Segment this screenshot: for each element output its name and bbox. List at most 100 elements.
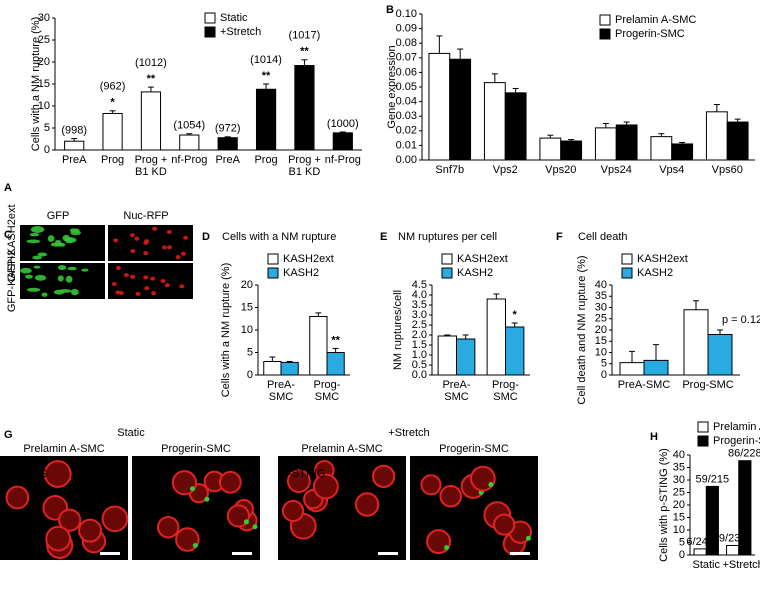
legend-label: +Stretch bbox=[220, 26, 261, 38]
y-tick-label: 4.5 bbox=[412, 279, 427, 291]
panel-letter: C bbox=[4, 229, 12, 241]
nucleus bbox=[45, 525, 72, 552]
bar bbox=[332, 132, 353, 151]
cell bbox=[57, 265, 67, 271]
legend-swatch bbox=[204, 12, 216, 24]
x-tick-label: Prog-SMC bbox=[313, 379, 341, 403]
y-tick-label: 15 bbox=[673, 511, 685, 523]
y-tick-label: 0.07 bbox=[396, 52, 417, 64]
x-tick-label: Vps2 bbox=[492, 164, 518, 176]
x-tick-label: nf-Prog bbox=[171, 154, 208, 166]
significance: * bbox=[110, 97, 115, 109]
y-tick-label: 0 bbox=[44, 144, 50, 156]
legend-label: KASH2ext bbox=[283, 253, 334, 265]
cell bbox=[144, 286, 150, 291]
micrograph bbox=[108, 225, 193, 261]
bar bbox=[726, 121, 749, 161]
significance: ** bbox=[300, 46, 309, 58]
cell bbox=[123, 273, 129, 278]
nucleus bbox=[439, 484, 462, 508]
cell bbox=[27, 287, 41, 292]
cell bbox=[152, 226, 158, 231]
group-title: +Stretch bbox=[388, 427, 429, 439]
nucleus bbox=[218, 470, 242, 494]
y-tick-label: 35 bbox=[595, 290, 607, 302]
column-label: Nuc-RFP bbox=[123, 210, 168, 222]
x-tick-label: nf-Prog bbox=[324, 154, 361, 166]
bar bbox=[326, 352, 345, 376]
cell bbox=[32, 255, 42, 260]
y-tick-label: 10 bbox=[673, 524, 685, 536]
cell bbox=[130, 248, 136, 253]
column-label: Progerin-SMC bbox=[161, 443, 231, 455]
nucleus bbox=[101, 505, 129, 533]
legend-swatch bbox=[267, 267, 279, 279]
row-label: GFP-KASH2 bbox=[6, 250, 18, 312]
legend-swatch bbox=[621, 253, 633, 265]
y-tick-label: 20 bbox=[673, 499, 685, 511]
bar bbox=[449, 58, 472, 161]
bar bbox=[705, 485, 719, 556]
y-tick-label: 20 bbox=[595, 324, 607, 336]
y-tick-label: 3.0 bbox=[412, 309, 427, 321]
y-tick-label: 0 bbox=[679, 549, 685, 561]
y-tick-label: 30 bbox=[595, 301, 607, 313]
nucleus bbox=[58, 508, 82, 532]
cell bbox=[134, 236, 140, 241]
x-tick-label: Prog-SMC bbox=[682, 379, 734, 391]
cell bbox=[25, 274, 33, 279]
cell bbox=[64, 237, 77, 243]
y-tick-label: 0.08 bbox=[396, 37, 417, 49]
nucleus bbox=[312, 473, 339, 500]
value-label: 86/228 bbox=[728, 448, 760, 460]
nucleus bbox=[43, 460, 72, 488]
legend-label: Prelamin A-SMC bbox=[615, 14, 696, 26]
scale-bar bbox=[510, 552, 530, 555]
legend-label: KASH2 bbox=[283, 267, 319, 279]
scale-bar bbox=[100, 552, 120, 555]
x-tick-label: PreA-SMC bbox=[266, 379, 296, 403]
cell bbox=[175, 255, 181, 260]
bar bbox=[560, 140, 583, 161]
bar bbox=[456, 338, 476, 376]
cell bbox=[150, 276, 156, 281]
y-axis-label: Cells with a NM rupture (%) bbox=[30, 17, 42, 151]
cell bbox=[118, 290, 124, 295]
y-tick-label: 25 bbox=[595, 313, 607, 325]
cell bbox=[164, 283, 170, 288]
y-tick-label: 0.00 bbox=[396, 154, 417, 166]
bar bbox=[505, 326, 525, 376]
y-tick-label: 0 bbox=[601, 369, 607, 381]
row-label: GFP-KASH2ext bbox=[6, 204, 18, 281]
bar bbox=[428, 52, 451, 161]
legend-swatch bbox=[599, 28, 611, 40]
y-tick-label: 5 bbox=[601, 358, 607, 370]
nucleus bbox=[226, 504, 250, 528]
cell bbox=[67, 266, 77, 271]
significance: ** bbox=[331, 334, 340, 346]
y-tick-label: 25 bbox=[38, 34, 50, 46]
stain-label: p-STING bbox=[4, 468, 47, 480]
y-tick-label: 0.10 bbox=[396, 8, 417, 20]
cell bbox=[167, 245, 173, 250]
x-tick-label: Prog bbox=[254, 154, 278, 166]
legend-swatch bbox=[441, 253, 453, 265]
cell bbox=[37, 252, 48, 257]
cell bbox=[47, 235, 55, 242]
legend-label: Progerin-SMC bbox=[713, 435, 760, 447]
y-tick-label: 0.09 bbox=[396, 23, 417, 35]
sting-focus bbox=[204, 496, 210, 502]
cell bbox=[179, 284, 185, 289]
n-label: (998) bbox=[61, 124, 87, 136]
legend-swatch bbox=[267, 253, 279, 265]
n-label: (1012) bbox=[135, 57, 167, 69]
bar bbox=[102, 112, 123, 151]
bar bbox=[294, 65, 315, 151]
y-tick-label: 20 bbox=[241, 279, 253, 291]
cell bbox=[129, 233, 135, 238]
n-label: (972) bbox=[215, 123, 241, 135]
y-tick-label: 2.0 bbox=[412, 329, 427, 341]
bar bbox=[263, 361, 282, 376]
x-tick-label: Vps4 bbox=[659, 164, 685, 176]
